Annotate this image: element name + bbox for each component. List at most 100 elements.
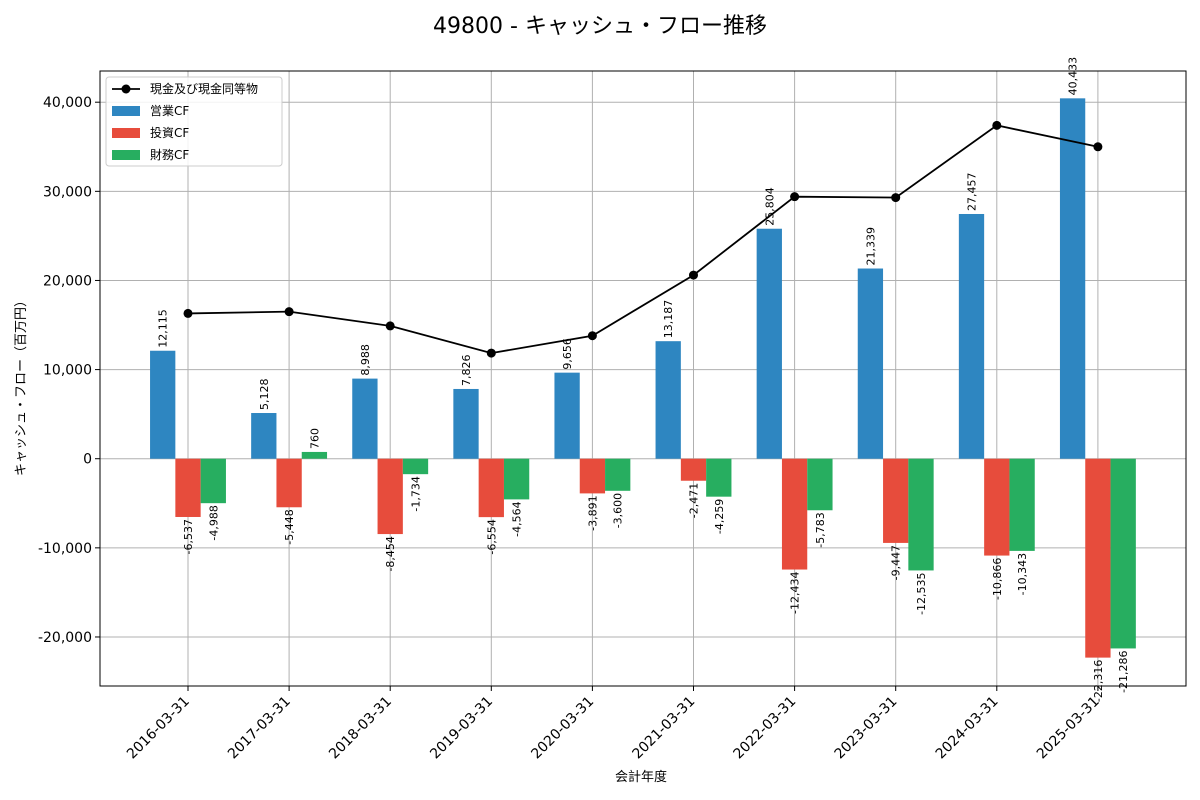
bar: [655, 341, 681, 459]
cash-line-point: [486, 348, 496, 358]
bar: [402, 458, 429, 475]
bar: [175, 458, 201, 517]
bar-value-label: 27,457: [966, 172, 979, 211]
y-tick-label: -10,000: [38, 541, 92, 557]
bar-value-label: -10,866: [991, 558, 1004, 600]
cash-line-point: [790, 192, 800, 202]
bar: [781, 458, 808, 570]
cash-line-point: [689, 270, 698, 280]
bar: [1059, 98, 1086, 459]
y-tick-label: 30,000: [43, 184, 92, 200]
bar: [554, 372, 580, 459]
plot-frame: [99, 70, 1187, 687]
bar-value-label: 40,433: [1067, 57, 1080, 96]
x-tick-label: 2016-03-31: [124, 694, 193, 763]
x-tick-label: 2021-03-31: [629, 694, 698, 763]
bar: [680, 458, 707, 481]
bar: [478, 458, 504, 518]
cash-line-point: [587, 331, 597, 341]
bar-value-label: -5,448: [283, 509, 296, 544]
bar-value-label: -22,316: [1092, 660, 1105, 702]
bar: [1085, 458, 1111, 658]
bar: [352, 378, 378, 459]
legend-label: 投資CF: [150, 125, 189, 140]
cash-line-point: [992, 120, 1002, 130]
x-tick-label: 2018-03-31: [326, 694, 395, 763]
cash-line-point: [1093, 142, 1103, 152]
x-tick-label: 2025-03-31: [1034, 694, 1103, 763]
y-axis-ticks: -20,000 -10,000 0 10,000 20,000 30,000 40,000: [38, 95, 100, 646]
bar-value-label: 13,187: [662, 300, 675, 339]
grid: [100, 71, 1186, 686]
bar-value-label: 9,656: [561, 338, 574, 370]
bar: [1110, 458, 1136, 649]
bar-value-label: 5,128: [258, 379, 271, 411]
bar: [984, 458, 1010, 556]
bar: [807, 458, 833, 511]
bar: [503, 458, 530, 500]
bar-value-label: 12,115: [157, 309, 170, 348]
bar: [706, 458, 732, 497]
legend-swatch: [112, 128, 140, 138]
y-tick-label: 0: [83, 452, 92, 468]
bar-value-label: 7,826: [460, 354, 473, 386]
bar: [200, 458, 226, 504]
x-tick-label: 2019-03-31: [427, 694, 496, 763]
x-tick-label: 2024-03-31: [933, 694, 1002, 763]
x-axis-ticks: 2016-03-31 2017-03-31 2018-03-31 2019-03-31…: [124, 686, 1103, 762]
bar-value-label: -8,454: [384, 536, 397, 571]
x-tick-label: 2023-03-31: [832, 694, 901, 763]
legend-box: [105, 76, 283, 167]
bar: [958, 213, 985, 459]
legend-swatch: [112, 150, 140, 160]
legend-label: 財務CF: [150, 147, 189, 162]
cash-line-point: [284, 307, 294, 317]
chart-title: 49800 - キャッシュ・フロー推移: [433, 14, 767, 39]
cash-line-point: [891, 193, 901, 203]
bar: [1009, 458, 1035, 551]
x-tick-label: 2022-03-31: [731, 694, 800, 763]
cash-line-path: [187, 124, 1099, 355]
bar: [251, 413, 277, 459]
bar-value-label: -21,286: [1117, 650, 1130, 692]
bar-value-label: 21,339: [864, 227, 877, 266]
bar-value-label: -4,259: [713, 499, 726, 534]
y-tick-label: 40,000: [43, 95, 92, 111]
bar-value-label: -10,343: [1016, 553, 1029, 595]
bar-value-label: -3,600: [612, 493, 625, 528]
legend-label: 現金及び現金同等物: [150, 81, 258, 96]
bar: [883, 458, 909, 543]
bar: [377, 458, 403, 535]
bar: [756, 228, 782, 459]
x-tick-label: 2017-03-31: [225, 694, 294, 763]
bar: [150, 350, 176, 459]
bar-value-label: -4,564: [511, 501, 524, 536]
bar: [605, 458, 631, 491]
bar-value-label: 760: [308, 428, 321, 449]
legend-marker: [121, 84, 131, 94]
bar-value-label: 25,804: [763, 187, 776, 226]
bar: [908, 458, 934, 571]
y-tick-label: 10,000: [43, 363, 92, 379]
bar: [453, 388, 479, 459]
y-tick-label: 20,000: [43, 273, 92, 289]
bar-value-label: -1,734: [410, 476, 423, 511]
bar: [579, 458, 606, 494]
bar-value-label: 8,988: [359, 344, 372, 376]
cash-line-point: [385, 321, 395, 331]
bar-value-label: -6,537: [182, 519, 195, 554]
y-axis-label: キャッシュ・フロー（百万円）: [14, 294, 29, 476]
bar-value-label: -5,783: [814, 512, 827, 547]
bar-value-label: -9,447: [890, 545, 903, 580]
bar: [276, 458, 302, 508]
x-axis-label: 会計年度: [615, 769, 667, 785]
cash-line-point: [183, 308, 193, 318]
bar: [301, 451, 328, 459]
legend-label: 営業CF: [150, 104, 189, 118]
y-tick-label: -20,000: [38, 630, 92, 646]
bars: [150, 98, 1136, 658]
bar: [857, 268, 884, 459]
bar-value-label: -4,988: [207, 505, 220, 540]
